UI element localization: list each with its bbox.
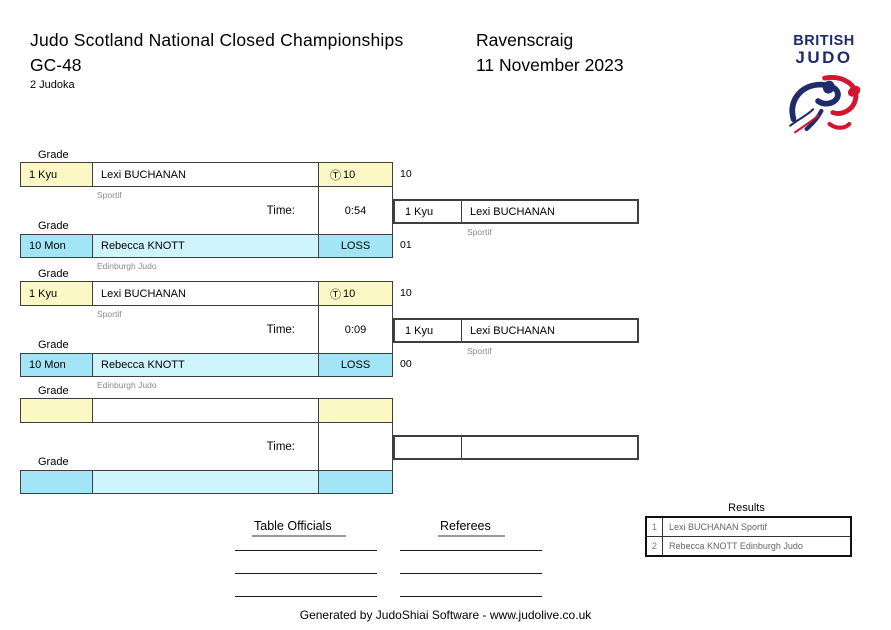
blue-points: 00 <box>400 358 412 370</box>
blue-points: 01 <box>400 239 412 251</box>
grade-label: Grade <box>38 385 69 397</box>
logo-text-judo: JUDO <box>795 47 853 67</box>
grade-label: Grade <box>38 456 69 468</box>
blue-score-cell <box>318 470 393 494</box>
blue-score-cell: LOSS <box>318 234 393 258</box>
blue-score-cell: LOSS <box>318 353 393 377</box>
winner-box: 1 Kyu Lexi BUCHANAN <box>393 318 639 343</box>
result-row: 2 Rebecca KNOTT Edinburgh Judo <box>647 536 850 555</box>
result-row: 1 Lexi BUCHANAN Sportif <box>647 518 850 536</box>
winner-name-cell: Lexi BUCHANAN <box>470 324 555 337</box>
referees-heading: Referees <box>438 519 505 537</box>
grade-label: Grade <box>38 268 69 280</box>
category-code: GC-48 <box>30 55 82 75</box>
result-entry: Lexi BUCHANAN Sportif <box>669 522 768 532</box>
blue-name-cell <box>92 470 319 494</box>
white-score-cell: Ⓣ 10 <box>318 162 393 187</box>
venue: Ravenscraig <box>476 30 574 50</box>
blue-name-cell: Rebecca KNOTT <box>92 353 319 377</box>
white-score-value: 10 <box>343 168 356 181</box>
match-block-1: Grade 1 Kyu Lexi BUCHANAN Ⓣ 10 Sportif Ti… <box>20 149 871 271</box>
result-rank: 1 <box>647 518 663 536</box>
white-club: Sportif <box>97 309 122 319</box>
time-label: Time: <box>266 324 295 336</box>
british-judo-logo: BRITISH JUDO <box>786 34 862 66</box>
white-grade-cell: 1 Kyu <box>20 162 93 187</box>
ippon-time-icon: Ⓣ <box>330 288 341 301</box>
winner-name-cell <box>462 437 637 458</box>
table-officials-heading: Table Officials <box>252 519 346 537</box>
blue-club: Edinburgh Judo <box>97 380 157 390</box>
time-label: Time: <box>266 205 295 217</box>
signature-line <box>400 596 542 597</box>
page-title: Judo Scotland National Closed Championsh… <box>30 30 404 50</box>
winner-grade-cell: 1 Kyu <box>395 201 462 222</box>
generator-credit: Generated by JudoShiai Software - www.ju… <box>299 608 592 622</box>
white-score-value: 10 <box>343 287 356 300</box>
grade-label: Grade <box>38 149 69 161</box>
white-score-cell <box>318 398 393 423</box>
british-judo-figure-icon <box>789 75 861 134</box>
match-time-cell: 0:54 <box>318 186 393 235</box>
blue-grade-cell: 10 Mon <box>20 234 93 258</box>
signature-line <box>235 596 377 597</box>
result-entry: Rebecca KNOTT Edinburgh Judo <box>669 541 803 551</box>
ippon-time-icon: Ⓣ <box>330 169 341 182</box>
results-table: 1 Lexi BUCHANAN Sportif 2 Rebecca KNOTT … <box>645 516 852 557</box>
match-time-cell <box>318 422 393 471</box>
winner-grade-cell: 1 Kyu <box>395 320 462 341</box>
white-points: 10 <box>400 168 412 180</box>
winner-club: Sportif <box>467 227 492 237</box>
winner-box: 1 Kyu Lexi BUCHANAN <box>393 199 639 224</box>
winner-club: Sportif <box>467 346 492 356</box>
result-rank: 2 <box>647 537 663 555</box>
white-score-cell: Ⓣ 10 <box>318 281 393 306</box>
grade-label: Grade <box>38 220 69 232</box>
white-points: 10 <box>400 287 412 299</box>
results-title: Results <box>728 502 765 514</box>
blue-name-cell: Rebecca KNOTT <box>92 234 319 258</box>
white-name-cell: Lexi BUCHANAN <box>92 281 319 306</box>
white-grade-cell <box>20 398 93 423</box>
blue-club: Edinburgh Judo <box>97 261 157 271</box>
grade-label: Grade <box>38 339 69 351</box>
white-club: Sportif <box>97 190 122 200</box>
time-label: Time: <box>266 441 295 453</box>
match-block-3: Grade Time: Grade <box>20 385 871 503</box>
signature-line <box>235 573 377 574</box>
blue-grade-cell <box>20 470 93 494</box>
judoka-count: 2 Judoka <box>30 79 75 91</box>
signature-line <box>400 573 542 574</box>
match-block-2: Grade 1 Kyu Lexi BUCHANAN Ⓣ 10 Sportif Ti… <box>20 268 871 390</box>
signature-line <box>235 550 377 551</box>
blue-grade-cell: 10 Mon <box>20 353 93 377</box>
signature-line <box>400 550 542 551</box>
white-name-cell <box>92 398 319 423</box>
white-grade-cell: 1 Kyu <box>20 281 93 306</box>
logo-text-british: BRITISH <box>793 33 855 49</box>
winner-grade-cell <box>395 437 462 458</box>
winner-box <box>393 435 639 460</box>
winner-name-cell: Lexi BUCHANAN <box>470 205 555 218</box>
event-date: 11 November 2023 <box>476 55 624 75</box>
white-name-cell: Lexi BUCHANAN <box>92 162 319 187</box>
match-time-cell: 0:09 <box>318 305 393 354</box>
